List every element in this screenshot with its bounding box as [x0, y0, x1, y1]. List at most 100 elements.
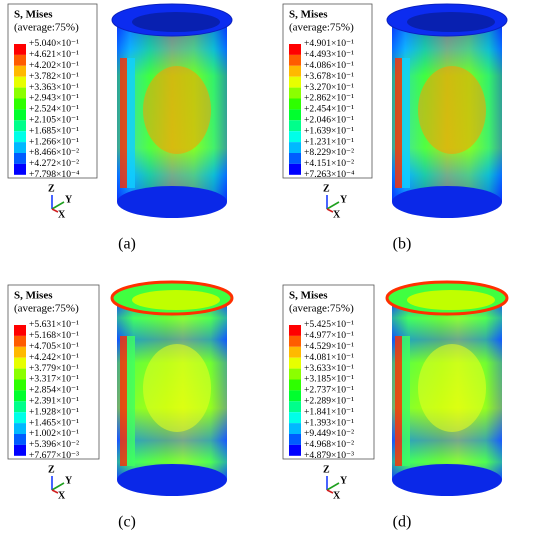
scale-label: +3.317×10⁻¹	[29, 374, 79, 385]
scale-label: +2.862×10⁻¹	[304, 93, 354, 104]
color-band	[14, 444, 26, 456]
scale-label: +3.270×10⁻¹	[304, 82, 354, 93]
stress-core	[143, 66, 211, 154]
color-band	[289, 54, 301, 66]
axis-z-label: Z	[48, 183, 55, 194]
color-band	[289, 412, 301, 424]
scale-label: +1.231×10⁻¹	[304, 136, 354, 147]
scale-label: +2.046×10⁻¹	[304, 115, 354, 126]
scale-label: +3.678×10⁻¹	[304, 71, 354, 82]
flange-inner	[407, 290, 495, 310]
color-band	[14, 335, 26, 347]
color-band	[14, 120, 26, 132]
axis-x-label: X	[58, 490, 66, 501]
color-band	[289, 401, 301, 413]
scale-label: +2.391×10⁻¹	[29, 396, 79, 407]
cylinder-bottom	[117, 186, 227, 218]
cylinder-bottom	[392, 464, 502, 496]
color-band	[14, 434, 26, 445]
color-band	[14, 131, 26, 143]
color-band	[289, 357, 301, 369]
caption: (c)	[118, 514, 136, 531]
color-band	[289, 379, 301, 391]
color-band	[14, 390, 26, 402]
color-band	[289, 76, 301, 88]
legend-subtitle: (average:75%)	[289, 303, 354, 315]
color-band	[289, 423, 301, 434]
panel: S, Mises(average:75%) +4.901×10⁻¹+4.493×1…	[282, 3, 508, 253]
legend-subtitle: (average:75%)	[289, 22, 354, 34]
axis-y	[51, 201, 65, 210]
scale-label: +2.289×10⁻¹	[304, 396, 354, 407]
color-band	[14, 368, 26, 380]
color-band	[289, 163, 301, 175]
scale-label: +4.968×10⁻²	[304, 439, 354, 450]
scale-label: +7.263×10⁻⁴	[304, 169, 355, 180]
scale-label: +8.229×10⁻²	[304, 147, 354, 158]
scale-label: +4.529×10⁻¹	[304, 341, 354, 352]
scale-label: +4.086×10⁻¹	[304, 60, 354, 71]
scale-label: +7.677×10⁻³	[29, 450, 79, 461]
scale-label: +1.393×10⁻¹	[304, 417, 354, 428]
scale-label: +2.454×10⁻¹	[304, 104, 354, 115]
legend-title: S, Mises	[14, 9, 53, 21]
axis-y-label: Y	[340, 475, 348, 486]
scale-label: +1.266×10⁻¹	[29, 136, 79, 147]
scale-label: +9.449×10⁻²	[304, 428, 354, 439]
panel: S, Mises(average:75%) +5.425×10⁻¹+4.977×1…	[282, 280, 509, 531]
color-band	[14, 379, 26, 391]
axis-x	[326, 208, 334, 213]
axis-x-label: X	[58, 209, 66, 220]
color-band	[14, 98, 26, 110]
scale-label: +3.363×10⁻¹	[29, 82, 79, 93]
scale-label: +5.168×10⁻¹	[29, 330, 79, 341]
scale-label: +4.879×10⁻³	[304, 450, 354, 461]
color-band	[14, 65, 26, 77]
axis-y	[326, 201, 340, 210]
scale-label: +1.639×10⁻¹	[304, 125, 354, 136]
color-band	[289, 87, 301, 99]
flange-inner	[407, 12, 495, 32]
color-band	[14, 346, 26, 358]
axis-z-label: Z	[323, 464, 330, 475]
scale-label: +4.272×10⁻²	[29, 158, 79, 169]
color-band	[14, 412, 26, 424]
color-band	[289, 109, 301, 121]
axis-x-label: X	[333, 490, 341, 501]
axis-z-label: Z	[323, 183, 330, 194]
color-band	[14, 325, 26, 336]
color-band	[289, 335, 301, 347]
legend-subtitle: (average:75%)	[14, 303, 79, 315]
color-band	[14, 87, 26, 99]
caption: (d)	[393, 514, 412, 531]
scale-label: +2.854×10⁻¹	[29, 385, 79, 396]
color-band	[289, 153, 301, 164]
color-band	[14, 44, 26, 55]
cylinder-bottom	[392, 186, 502, 218]
flange-inner	[132, 290, 220, 310]
scale-label: +3.782×10⁻¹	[29, 71, 79, 82]
cutaway-edge	[395, 58, 402, 188]
scale-label: +2.737×10⁻¹	[304, 385, 354, 396]
scale-label: +4.705×10⁻¹	[29, 341, 79, 352]
color-band	[14, 163, 26, 175]
axis-x-label: X	[333, 209, 341, 220]
axis-y-label: Y	[340, 194, 348, 205]
axis-y	[326, 482, 340, 491]
cutaway-inner	[127, 58, 135, 188]
panel: S, Mises(average:75%) +5.040×10⁻¹+4.621×1…	[7, 3, 233, 253]
cutaway-edge	[120, 58, 127, 188]
legend-title: S, Mises	[14, 290, 53, 302]
scale-label: +2.105×10⁻¹	[29, 115, 79, 126]
scale-label: +4.493×10⁻¹	[304, 49, 354, 60]
color-band	[14, 54, 26, 66]
scale-label: +8.466×10⁻²	[29, 147, 79, 158]
scale-label: +1.841×10⁻¹	[304, 406, 354, 417]
scale-label: +4.242×10⁻¹	[29, 352, 79, 363]
color-band	[14, 153, 26, 164]
cutaway-inner	[402, 58, 410, 188]
scale-label: +4.977×10⁻¹	[304, 330, 354, 341]
color-band	[289, 142, 301, 153]
stress-core	[418, 66, 486, 154]
scale-label: +4.202×10⁻¹	[29, 60, 79, 71]
